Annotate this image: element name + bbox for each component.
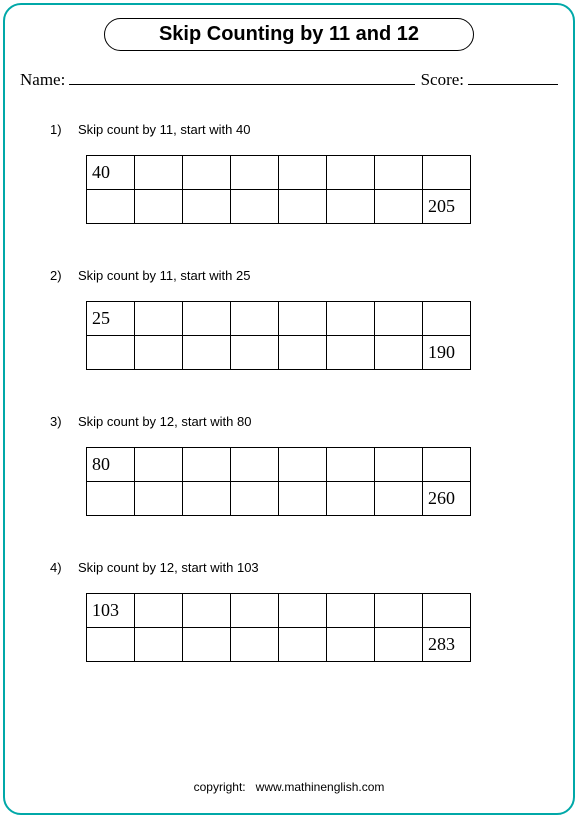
problem-number: 2) (50, 268, 78, 283)
problem: 1)Skip count by 11, start with 40 40 205 (50, 122, 538, 224)
grid-cell[interactable] (375, 156, 423, 190)
prompt-row: 1)Skip count by 11, start with 40 (50, 122, 538, 137)
grid-cell[interactable] (183, 190, 231, 224)
grid-cell[interactable] (279, 190, 327, 224)
grid-cell[interactable] (87, 336, 135, 370)
grid-cell[interactable] (423, 448, 471, 482)
grid-cell[interactable] (183, 156, 231, 190)
grid-cell[interactable] (87, 628, 135, 662)
score-input-line[interactable] (468, 67, 558, 85)
grid-cell[interactable] (231, 336, 279, 370)
grid-cell[interactable] (231, 482, 279, 516)
score-label: Score: (421, 70, 464, 90)
grid-cell[interactable] (327, 448, 375, 482)
grid-cell[interactable] (183, 482, 231, 516)
footer: copyright: www.mathinenglish.com (20, 780, 558, 794)
problem-prompt: Skip count by 12, start with 80 (78, 414, 251, 429)
name-label: Name: (20, 70, 65, 90)
grid-cell[interactable] (183, 628, 231, 662)
grid-cell[interactable] (279, 336, 327, 370)
grid-cell[interactable] (279, 628, 327, 662)
worksheet-content: Skip Counting by 11 and 12 Name: Score: … (20, 18, 558, 800)
answer-grid: 40 205 (86, 155, 471, 224)
grid-cell[interactable] (279, 448, 327, 482)
grid-cell[interactable]: 25 (87, 302, 135, 336)
copyright-url: www.mathinenglish.com (256, 780, 385, 794)
grid-cell[interactable] (327, 628, 375, 662)
grid-cell[interactable] (231, 302, 279, 336)
grid-cell[interactable] (135, 156, 183, 190)
prompt-row: 4)Skip count by 12, start with 103 (50, 560, 538, 575)
problem-prompt: Skip count by 12, start with 103 (78, 560, 259, 575)
prompt-row: 2)Skip count by 11, start with 25 (50, 268, 538, 283)
grid-cell[interactable] (423, 594, 471, 628)
grid-cell[interactable] (135, 190, 183, 224)
copyright-label: copyright: (194, 780, 246, 794)
problem: 3)Skip count by 12, start with 80 80 260 (50, 414, 538, 516)
grid-cell[interactable] (327, 482, 375, 516)
grid-cell[interactable]: 80 (87, 448, 135, 482)
grid-cell[interactable] (423, 302, 471, 336)
grid-cell[interactable] (375, 594, 423, 628)
problem: 4)Skip count by 12, start with 103 103 283 (50, 560, 538, 662)
answer-grid: 80 260 (86, 447, 471, 516)
problem-prompt: Skip count by 11, start with 25 (78, 268, 250, 283)
grid-cell[interactable] (231, 190, 279, 224)
grid-cell[interactable] (135, 594, 183, 628)
grid-cell[interactable] (279, 302, 327, 336)
grid-cell[interactable] (183, 302, 231, 336)
grid-cell[interactable] (327, 336, 375, 370)
problem-number: 3) (50, 414, 78, 429)
problem: 2)Skip count by 11, start with 25 25 190 (50, 268, 538, 370)
answer-grid: 103 283 (86, 593, 471, 662)
grid-cell[interactable] (231, 448, 279, 482)
grid-cell[interactable] (279, 594, 327, 628)
grid-cell[interactable] (375, 482, 423, 516)
grid-cell[interactable]: 205 (423, 190, 471, 224)
problem-number: 1) (50, 122, 78, 137)
grid-cell[interactable] (231, 628, 279, 662)
grid-cell[interactable] (183, 594, 231, 628)
grid-cell[interactable]: 260 (423, 482, 471, 516)
grid-cell[interactable] (135, 336, 183, 370)
grid-cell[interactable] (327, 156, 375, 190)
header-row: Name: Score: (20, 67, 558, 90)
answer-grid: 25 190 (86, 301, 471, 370)
grid-cell[interactable] (327, 594, 375, 628)
grid-cell[interactable] (423, 156, 471, 190)
grid-cell[interactable] (279, 482, 327, 516)
grid-cell[interactable]: 190 (423, 336, 471, 370)
grid-cell[interactable] (135, 628, 183, 662)
grid-cell[interactable] (135, 448, 183, 482)
prompt-row: 3)Skip count by 12, start with 80 (50, 414, 538, 429)
problem-prompt: Skip count by 11, start with 40 (78, 122, 250, 137)
grid-cell[interactable] (231, 156, 279, 190)
grid-cell[interactable] (375, 302, 423, 336)
grid-cell[interactable]: 283 (423, 628, 471, 662)
grid-cell[interactable] (231, 594, 279, 628)
grid-cell[interactable] (183, 448, 231, 482)
grid-cell[interactable] (183, 336, 231, 370)
grid-cell[interactable] (279, 156, 327, 190)
grid-cell[interactable] (375, 336, 423, 370)
grid-cell[interactable] (87, 190, 135, 224)
problems-container: 1)Skip count by 11, start with 40 40 205 2)… (20, 122, 558, 662)
grid-cell[interactable] (375, 448, 423, 482)
grid-cell[interactable]: 103 (87, 594, 135, 628)
grid-cell[interactable] (87, 482, 135, 516)
grid-cell[interactable] (375, 628, 423, 662)
grid-cell[interactable] (327, 190, 375, 224)
grid-cell[interactable] (135, 482, 183, 516)
grid-cell[interactable] (327, 302, 375, 336)
page-title: Skip Counting by 11 and 12 (104, 18, 474, 51)
grid-cell[interactable] (135, 302, 183, 336)
grid-cell[interactable]: 40 (87, 156, 135, 190)
name-input-line[interactable] (69, 67, 414, 85)
problem-number: 4) (50, 560, 78, 575)
grid-cell[interactable] (375, 190, 423, 224)
